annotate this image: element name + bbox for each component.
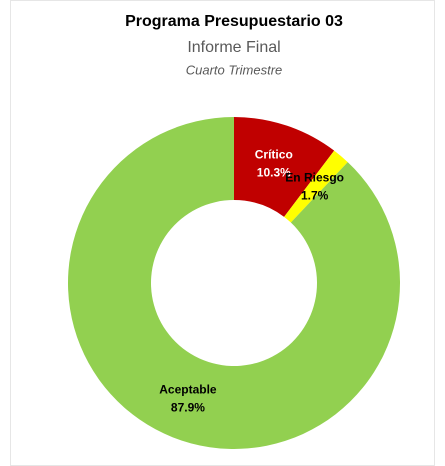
chart-caption: Cuarto Trimestre [186,62,283,77]
slice-value-label: 10.3% [257,166,291,180]
donut-slice [67,117,400,449]
slice-value-label: 87.9% [171,400,205,414]
slice-label: En Riesgo [285,171,344,185]
donut-slice [284,150,348,223]
chart-title: Programa Presupuestario 03 [125,13,343,30]
slice-label: Aceptable [159,382,217,396]
slice-label: Crítico [255,148,293,162]
chart-subtitle: Informe Final [187,39,280,56]
donut-slice [234,117,335,217]
slice-value-label: 1.7% [301,189,329,203]
